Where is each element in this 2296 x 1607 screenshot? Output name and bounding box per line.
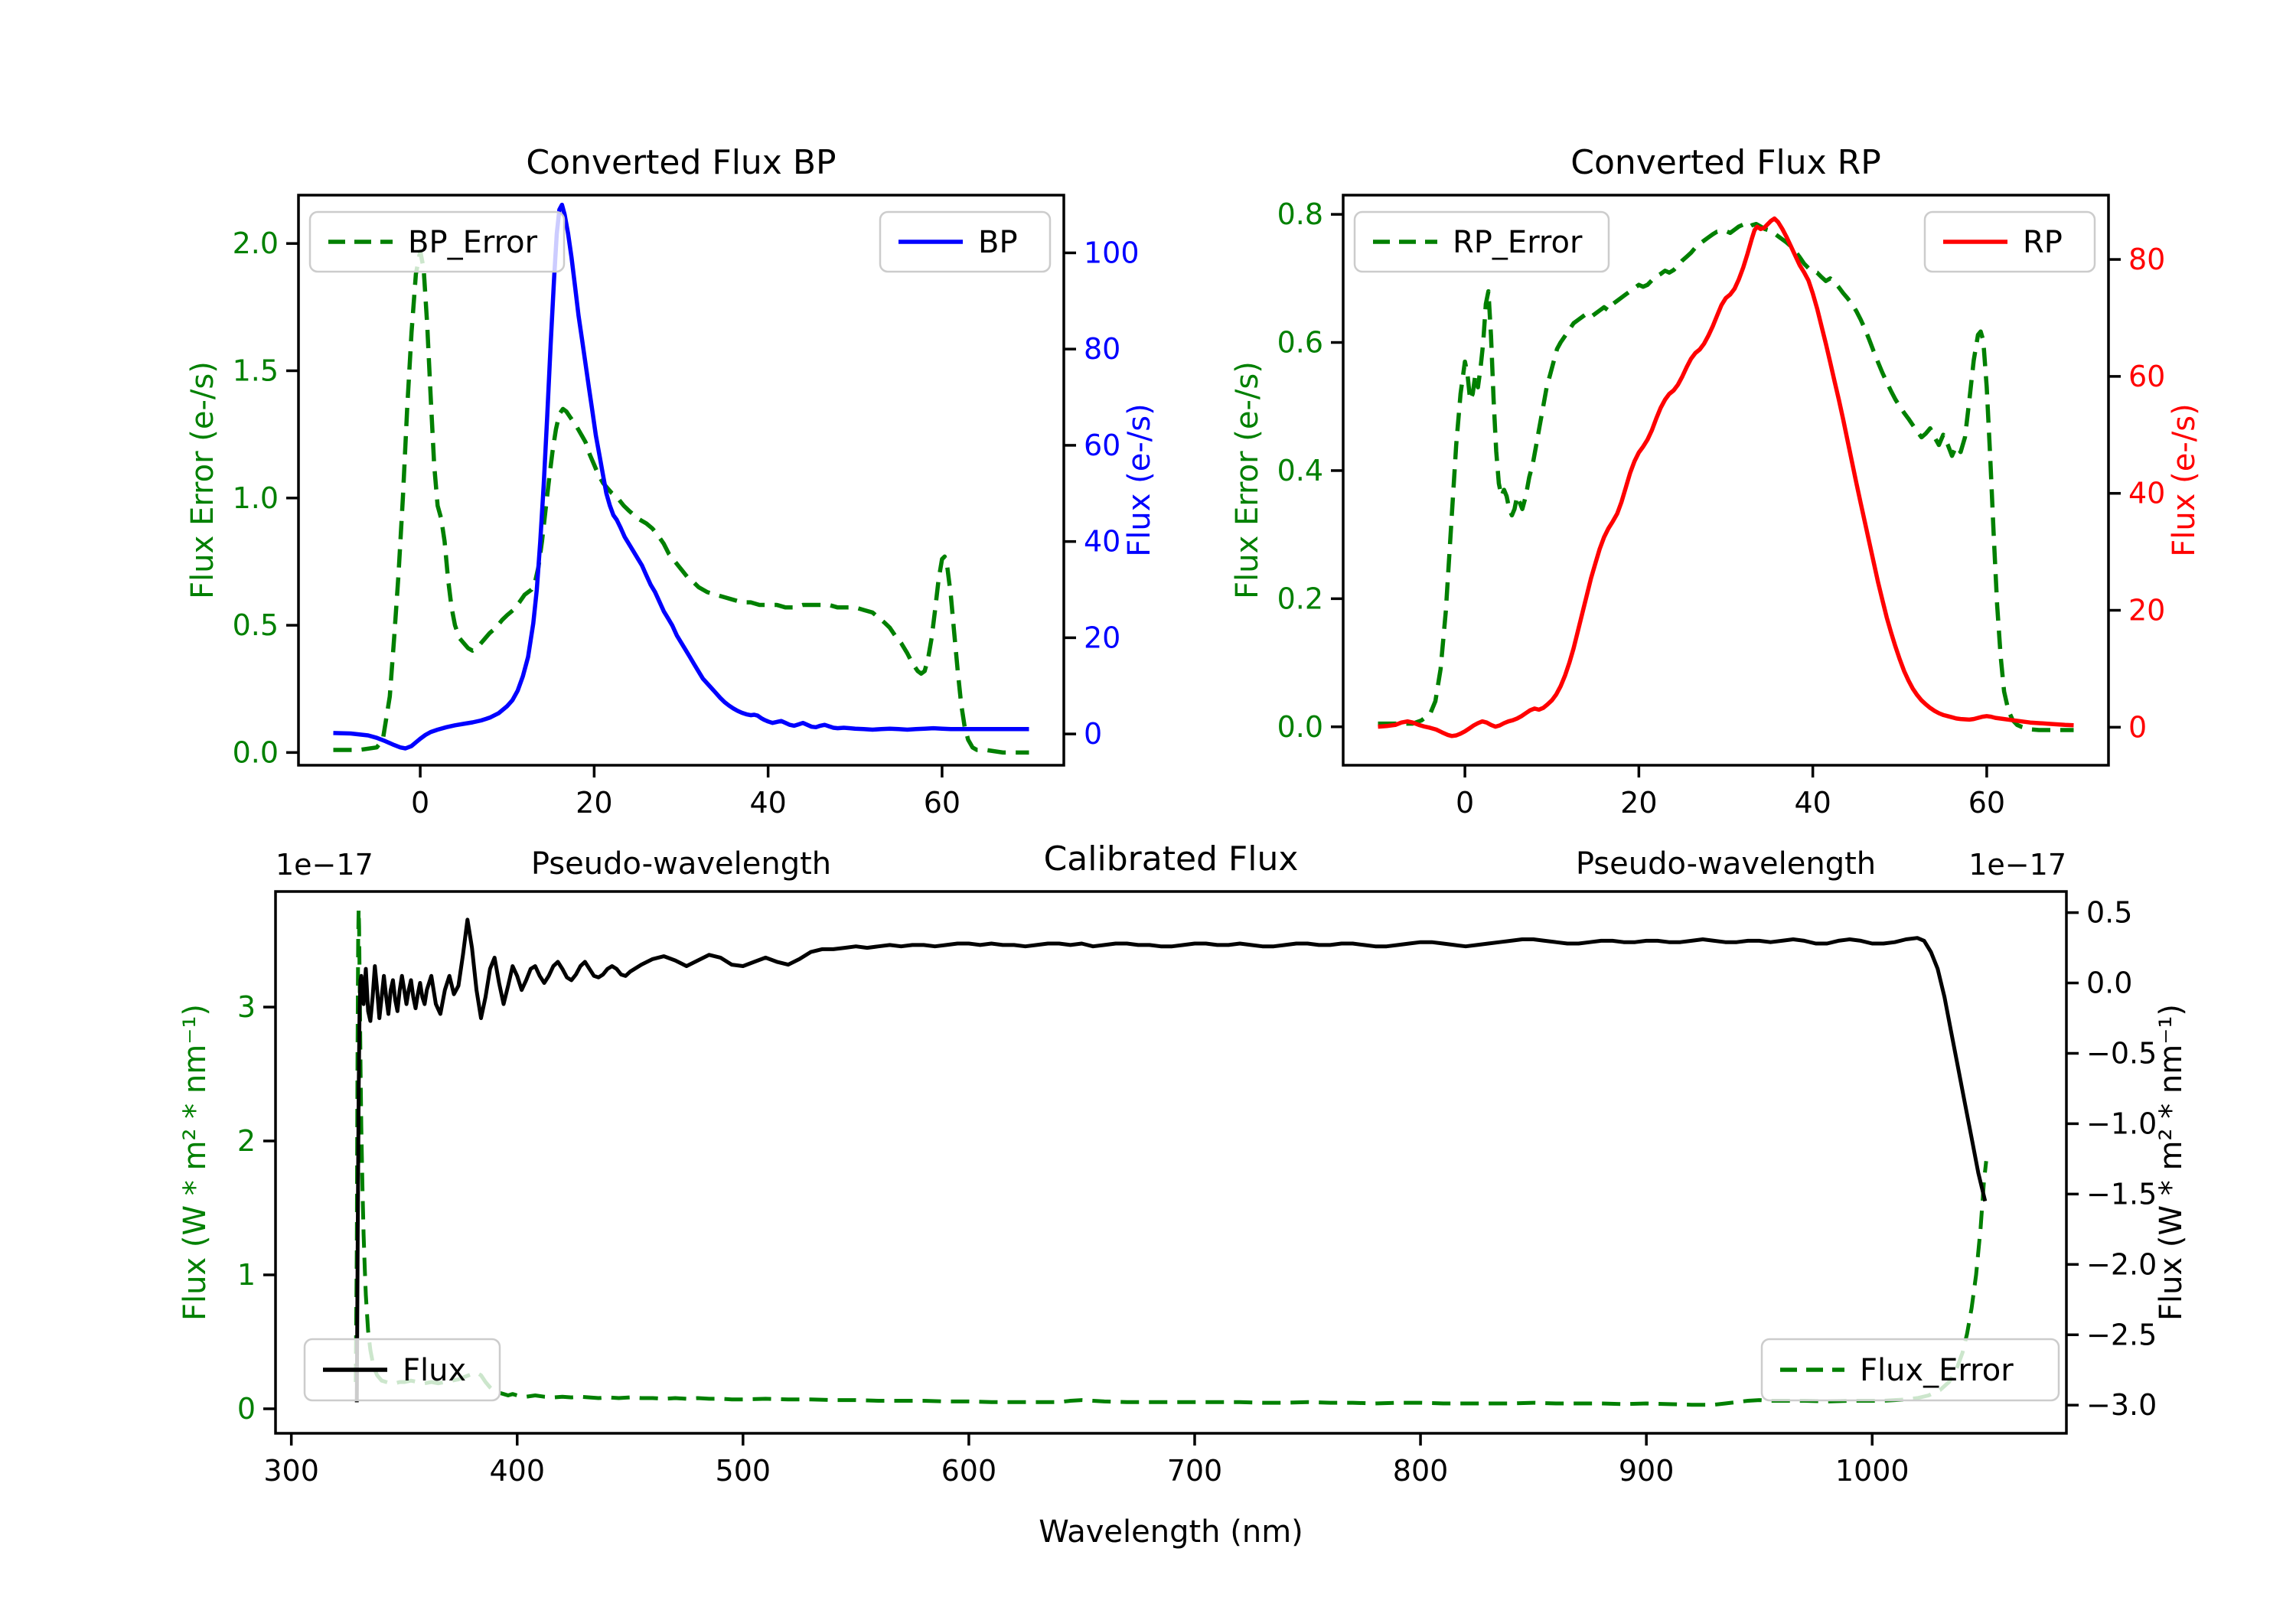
y-tick-label-right: −2.0 xyxy=(2086,1247,2157,1281)
rp-line xyxy=(1378,216,2074,738)
x-axis-label: Pseudo-wavelength xyxy=(1576,846,1876,882)
chart-title: Calibrated Flux xyxy=(1044,839,1299,878)
legend-label: RP_Error xyxy=(1453,225,1583,260)
chart-title: Converted Flux BP xyxy=(526,143,836,182)
flux-line xyxy=(354,918,1988,1403)
curves-converted-flux-bp xyxy=(333,202,1029,755)
y-tick-label-left: 3 xyxy=(237,990,256,1024)
legend-label: RP xyxy=(2023,225,2063,260)
legend-bp_error: BP_Error xyxy=(308,210,566,273)
offset-text-right: 1e−17 xyxy=(1968,848,2066,882)
flux_error-line xyxy=(354,907,1988,1407)
y-tick-label-right: 20 xyxy=(2128,594,2165,627)
y-tick-label-left: 0.6 xyxy=(1277,326,1323,360)
axes-spines xyxy=(274,890,2068,1435)
y-tick-label-left: 0.8 xyxy=(1277,197,1323,231)
legend-rp_error: RP_Error xyxy=(1353,210,1610,273)
curves-calibrated-flux xyxy=(354,907,1988,1407)
y-axis-label-right: Flux (e-/s) xyxy=(2167,403,2202,556)
legend-frame xyxy=(1923,210,2096,273)
y-tick-label-left: 2.0 xyxy=(233,227,279,260)
y-tick-label-left: 0.4 xyxy=(1277,454,1323,487)
y-axis-label-left: Flux Error (e-/s) xyxy=(185,361,220,599)
y-tick-label-left: 2 xyxy=(237,1124,256,1158)
x-tick-label: 20 xyxy=(576,786,612,820)
y-tick-label-right: −3.0 xyxy=(2086,1388,2157,1422)
x-tick-label: 20 xyxy=(1620,786,1657,820)
offset-text-left: 1e−17 xyxy=(276,848,373,882)
legend-label: Flux_Error xyxy=(1860,1353,2014,1388)
x-tick-label: 300 xyxy=(263,1454,319,1488)
y-tick-label-right: 40 xyxy=(1084,525,1120,559)
legend-label: BP_Error xyxy=(408,225,538,260)
legend-frame xyxy=(1353,210,1610,273)
x-tick-label: 600 xyxy=(941,1454,997,1488)
y-tick-label-right: 100 xyxy=(1084,236,1140,269)
x-tick-label: 40 xyxy=(1794,786,1831,820)
y-tick-label-left: 0.0 xyxy=(233,735,279,769)
y-tick-label-right: −1.5 xyxy=(2086,1177,2157,1211)
y-tick-label-right: −1.0 xyxy=(2086,1107,2157,1140)
y-tick-label-right: 0 xyxy=(2128,710,2147,744)
bp_error-line xyxy=(333,249,1029,755)
y-axis-label-left: Flux Error (e-/s) xyxy=(1230,361,1265,599)
y-tick-label-right: 20 xyxy=(1084,621,1120,654)
legend-frame xyxy=(303,1338,501,1402)
legend-flux_error: Flux_Error xyxy=(1760,1338,2060,1402)
plot-converted-flux-bp: 0 20 40 60 0.0 0.5 1.0 1.5 2.0 0 20 40 60 80 100 Conver… xyxy=(185,143,1157,882)
x-tick-label: 40 xyxy=(749,786,786,820)
legend-frame xyxy=(879,210,1052,273)
x-tick-label: 500 xyxy=(716,1454,771,1488)
legend-frame xyxy=(1760,1338,2060,1402)
chart-title: Converted Flux RP xyxy=(1570,143,1881,182)
y-tick-label-right: 80 xyxy=(2128,243,2165,276)
legend-flux: Flux xyxy=(303,1338,501,1402)
x-tick-label: 400 xyxy=(489,1454,545,1488)
y-tick-label-left: 1 xyxy=(237,1258,256,1292)
x-tick-label: 0 xyxy=(1456,786,1474,820)
x-tick-label: 700 xyxy=(1167,1454,1223,1488)
legend-frame xyxy=(308,210,566,273)
y-tick-label-right: 40 xyxy=(2128,477,2165,510)
x-axis-label: Pseudo-wavelength xyxy=(531,846,831,882)
y-tick-label-left: 1.0 xyxy=(233,481,279,515)
y-tick-label-left: 0.0 xyxy=(1277,710,1323,744)
y-tick-label-left: 1.5 xyxy=(233,354,279,387)
legend-rp: RP xyxy=(1923,210,2096,273)
y-tick-label-right: 0 xyxy=(1084,717,1102,751)
x-tick-label: 60 xyxy=(924,786,960,820)
legend-label: Flux xyxy=(403,1353,466,1388)
y-tick-label-right: 80 xyxy=(1084,332,1120,366)
x-tick-label: 800 xyxy=(1393,1454,1449,1488)
legend-label: BP xyxy=(978,225,1018,260)
y-tick-label-right: 60 xyxy=(2128,360,2165,393)
y-tick-label-right: 60 xyxy=(1084,429,1120,462)
y-tick-label-left: 0.2 xyxy=(1277,582,1323,615)
curves-converted-flux-rp xyxy=(1378,216,2074,738)
y-tick-label-right: −0.5 xyxy=(2086,1036,2157,1070)
y-axis-label-right: Flux (W * m² * nm⁻¹) xyxy=(2154,1004,2189,1321)
bp-line xyxy=(333,202,1029,751)
y-axis-label-right: Flux (e-/s) xyxy=(1122,403,1157,556)
x-tick-label: 60 xyxy=(1968,786,2005,820)
y-tick-label-left: 0.5 xyxy=(233,608,279,642)
rp_error-line xyxy=(1378,221,2074,732)
legend-bp: BP xyxy=(879,210,1052,273)
plot-calibrated-flux: 300 400 500 600 700 800 900 1000 0 1 2 3 0.5 0.0 −0.5 −… xyxy=(178,839,2189,1550)
x-tick-label: 900 xyxy=(1619,1454,1675,1488)
axes-spines xyxy=(297,194,1065,767)
plot-converted-flux-rp: 0 20 40 60 0.0 0.2 0.4 0.6 0.8 0 20 40 60 80 Converted… xyxy=(1230,143,2202,882)
y-tick-label-right: 0.5 xyxy=(2086,896,2132,930)
x-tick-label: 1000 xyxy=(1835,1454,1910,1488)
axes-spines xyxy=(1342,194,2110,767)
x-axis-label: Wavelength (nm) xyxy=(1039,1514,1303,1550)
y-tick-label-right: 0.0 xyxy=(2086,966,2132,1000)
y-axis-label-left: Flux (W * m² * nm⁻¹) xyxy=(178,1004,213,1321)
y-tick-label-right: −2.5 xyxy=(2086,1318,2157,1351)
y-tick-label-left: 0 xyxy=(237,1392,256,1426)
x-tick-label: 0 xyxy=(411,786,429,820)
